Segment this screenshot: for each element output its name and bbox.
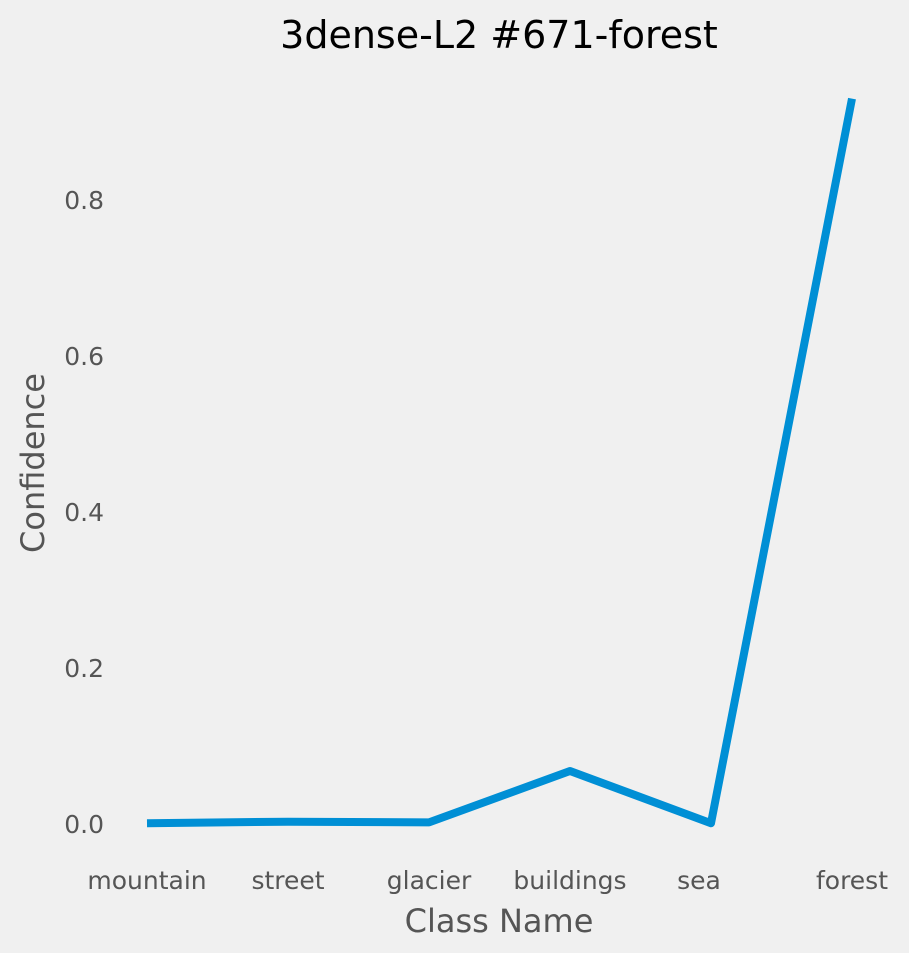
y-tick-label: 0.4	[64, 498, 104, 527]
x-tick-label: mountain	[87, 866, 206, 895]
y-tick-label: 0.2	[64, 654, 104, 683]
series-line	[146, 97, 856, 828]
x-tick-label: buildings	[513, 866, 626, 895]
y-axis-label: Confidence	[14, 373, 52, 553]
x-axis-label: Class Name	[405, 902, 594, 940]
x-tick-label: street	[251, 866, 324, 895]
y-tick-label: 0.6	[64, 342, 104, 371]
series-lines	[146, 97, 856, 828]
x-tick-label: glacier	[387, 866, 472, 895]
y-tick-label: 0.8	[64, 186, 104, 215]
x-tick-label: sea	[677, 866, 721, 895]
x-tick-label: forest	[816, 866, 888, 895]
x-axis-ticks: mountain street glacier buildings sea forest	[87, 866, 888, 895]
y-axis-ticks: 0.0 0.2 0.4 0.6 0.8	[64, 186, 104, 839]
y-tick-label: 0.0	[64, 810, 104, 839]
chart-title: 3dense-L2 #671-forest	[280, 13, 718, 57]
